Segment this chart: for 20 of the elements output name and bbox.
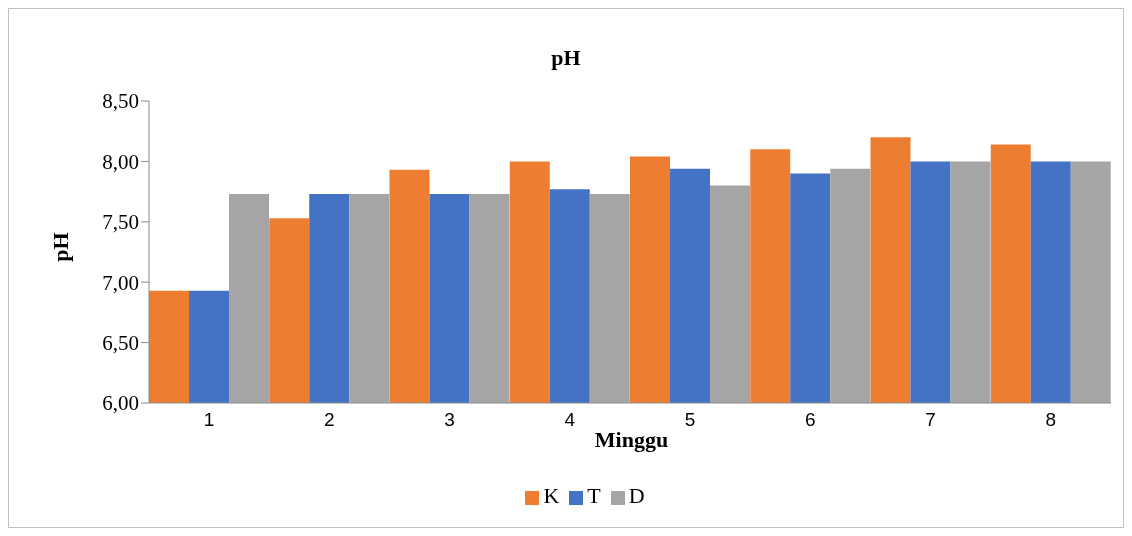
legend-label: K — [543, 483, 560, 508]
x-tick-label: 8 — [1045, 409, 1057, 431]
x-tick-label: 2 — [324, 409, 335, 431]
legend-label: T — [587, 483, 601, 508]
y-tick-label: 7,50 — [102, 210, 139, 235]
x-tick-label: 7 — [925, 409, 936, 431]
y-tick-label: 8,50 — [102, 89, 139, 114]
x-tick-label: 5 — [684, 409, 696, 431]
y-axis-title: pH — [48, 231, 74, 264]
x-tick-label: 6 — [805, 409, 816, 431]
y-tick-label: 8,00 — [102, 149, 139, 174]
chart-title: pH — [550, 45, 582, 71]
y-tick-label: 6,00 — [102, 391, 139, 416]
legend-label: D — [628, 483, 645, 508]
y-tick-label: 7,00 — [102, 270, 139, 295]
x-tick-label: 1 — [203, 409, 215, 431]
x-axis-title: Minggu — [594, 427, 669, 452]
x-tick-label: 4 — [564, 409, 576, 431]
y-tick-label: 6,50 — [102, 331, 139, 356]
x-tick-label: 3 — [444, 409, 455, 431]
